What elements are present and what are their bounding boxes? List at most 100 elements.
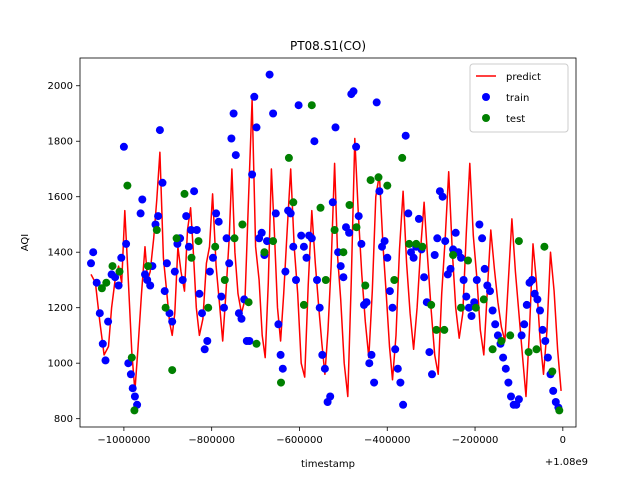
x-tick-label: −200000: [452, 435, 499, 446]
scatter-point-train: [365, 359, 374, 368]
scatter-point-train: [89, 248, 98, 257]
x-tick-label: −800000: [188, 435, 235, 446]
scatter-point-train: [459, 276, 468, 284]
scatter-point-test: [172, 234, 181, 243]
legend-swatch-test: [482, 114, 490, 122]
scatter-point-train: [467, 312, 476, 320]
scatter-point-train: [178, 276, 187, 284]
scatter-point-train: [274, 320, 283, 329]
scatter-point-train: [245, 337, 254, 345]
scatter-point-train: [111, 273, 120, 282]
scatter-point-test: [252, 339, 261, 348]
scatter-point-test: [211, 242, 220, 251]
scatter-point-test: [548, 367, 557, 376]
scatter-point-test: [488, 345, 497, 354]
scatter-point-train: [522, 300, 531, 309]
scatter-point-train: [292, 276, 300, 284]
scatter-point-train: [265, 70, 274, 79]
scatter-point-train: [122, 239, 131, 248]
scatter-point-train: [286, 209, 295, 218]
scatter-point-test: [194, 237, 203, 246]
scatter-point-train: [486, 287, 494, 296]
scatter-point-train: [464, 303, 473, 312]
scatter-point-train: [345, 228, 354, 237]
scatter-point-test: [220, 276, 229, 284]
scatter-point-train: [354, 212, 363, 221]
scatter-point-train: [401, 131, 410, 140]
scatter-point-test: [412, 239, 421, 248]
scatter-point-test: [427, 300, 436, 309]
scatter-point-train: [101, 356, 110, 365]
scatter-point-train: [409, 253, 418, 262]
scatter-point-train: [475, 220, 484, 229]
scatter-point-test: [532, 345, 541, 354]
scatter-point-train: [438, 192, 447, 201]
scatter-point-train: [136, 209, 145, 218]
scatter-point-train: [549, 386, 558, 395]
plot-area: [87, 70, 564, 415]
scatter-point-train: [538, 325, 547, 334]
scatter-point-train: [278, 364, 287, 373]
scatter-point-test: [464, 256, 472, 265]
scatter-point-train: [128, 384, 137, 393]
scatter-point-train: [225, 259, 234, 268]
scatter-point-train: [396, 378, 405, 387]
scatter-point-train: [457, 253, 465, 262]
scatter-point-test: [204, 303, 213, 312]
scatter-point-test: [432, 325, 441, 334]
legend-swatch-train: [482, 93, 490, 101]
scatter-point-test: [187, 253, 196, 262]
scatter-point-train: [318, 350, 327, 359]
scatter-point-train: [289, 242, 298, 251]
scatter-point-test: [152, 226, 161, 234]
scatter-point-test: [383, 181, 392, 190]
scatter-point-train: [92, 278, 101, 287]
scatter-point-train: [155, 126, 164, 135]
scatter-point-train: [154, 212, 163, 221]
scatter-point-test: [440, 325, 449, 334]
x-tick-label: −600000: [276, 435, 323, 446]
x-tick-label: −400000: [364, 435, 411, 446]
scatter-point-train: [192, 226, 201, 234]
scatter-point-test: [321, 276, 330, 284]
scatter-point-train: [504, 378, 513, 387]
scatter-point-test: [307, 101, 316, 110]
scatter-point-train: [517, 331, 526, 340]
y-tick-label: 1000: [48, 359, 73, 370]
scatter-point-train: [168, 317, 177, 326]
scatter-point-train: [507, 392, 515, 401]
legend-label-train: train: [506, 93, 529, 104]
scatter-point-train: [385, 287, 394, 296]
scatter-point-train: [501, 364, 510, 373]
scatter-point-test: [108, 262, 117, 271]
scatter-point-train: [217, 292, 226, 301]
scatter-point-train: [336, 262, 345, 271]
scatter-point-test: [339, 248, 348, 257]
y-tick-label: 1400: [48, 248, 73, 259]
scatter-point-train: [184, 242, 193, 251]
scatter-point-test: [277, 378, 285, 387]
scatter-point-train: [478, 234, 487, 243]
scatter-point-test: [457, 303, 465, 312]
scatter-point-train: [349, 87, 358, 96]
scatter-point-train: [480, 264, 489, 273]
scatter-point-train: [326, 392, 335, 401]
scatter-point-test: [405, 239, 414, 248]
scatter-point-train: [391, 345, 400, 354]
scatter-point-train: [281, 267, 290, 276]
scatter-point-test: [180, 189, 189, 198]
scatter-point-train: [307, 234, 316, 243]
scatter-point-train: [520, 320, 529, 329]
scatter-point-train: [190, 187, 199, 196]
scatter-point-train: [302, 253, 311, 262]
scatter-point-test: [144, 262, 152, 271]
scatter-point-test: [345, 201, 354, 209]
scatter-point-train: [462, 292, 471, 301]
scatter-point-train: [372, 98, 381, 107]
scatter-point-train: [263, 237, 271, 246]
scatter-point-train: [425, 348, 434, 357]
scatter-point-train: [294, 101, 303, 110]
scatter-point-train: [222, 234, 231, 243]
scatter-point-test: [102, 278, 111, 287]
chart-title: PT08.S1(CO): [290, 39, 366, 53]
